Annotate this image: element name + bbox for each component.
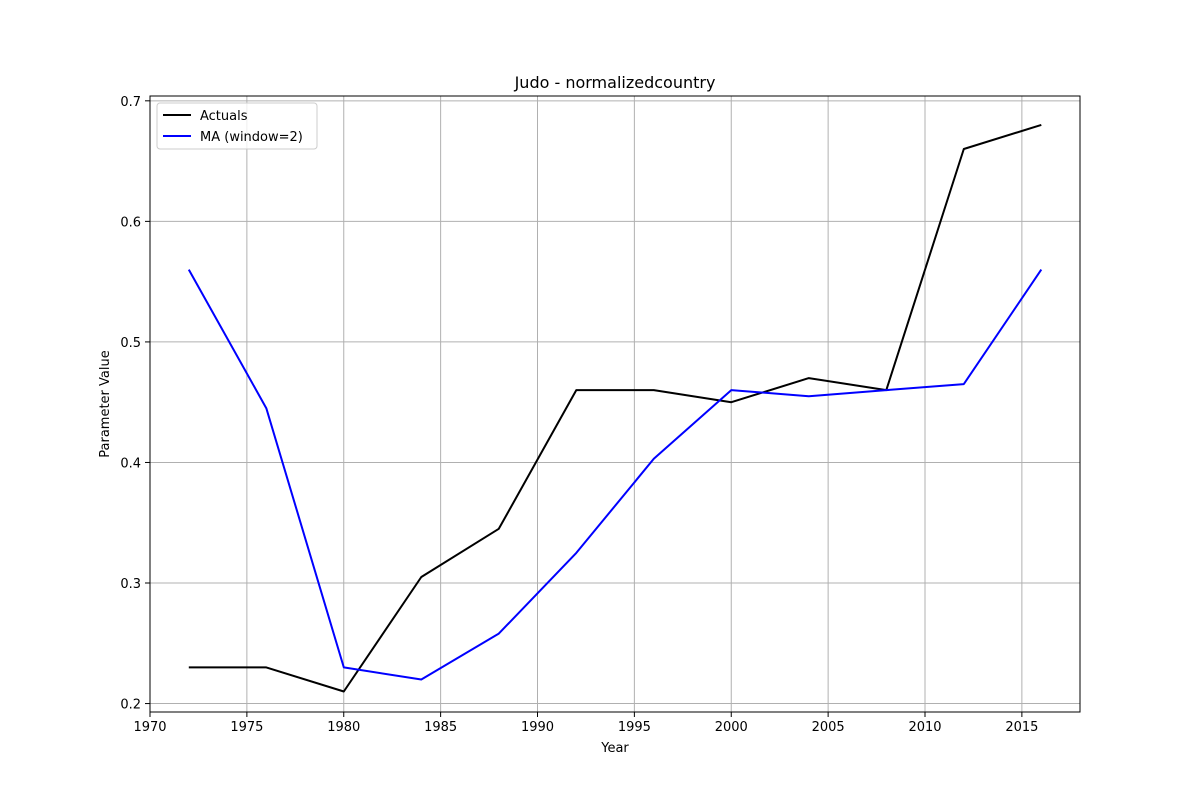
y-axis-ticks: 0.2 0.3 0.4 0.5 0.6 0.7 <box>120 95 150 713</box>
grid <box>149 96 1080 712</box>
series-line-1 <box>187 269 1043 681</box>
x-tick-label: 1995 <box>618 720 651 735</box>
y-tick-label: 0.5 <box>120 336 141 351</box>
x-tick-label: 1980 <box>327 720 360 735</box>
chart-title: Judo - normalizedcountry <box>514 73 716 92</box>
legend-label-1: MA (window=2) <box>200 130 303 145</box>
x-tick-label: 2015 <box>1005 720 1038 735</box>
x-tick-label: 1990 <box>521 720 554 735</box>
y-axis-label: Parameter Value <box>98 350 113 457</box>
y-tick-label: 0.3 <box>120 577 141 592</box>
x-tick-label: 2005 <box>812 720 845 735</box>
series-lines <box>187 123 1043 693</box>
plot-frame <box>149 95 1081 713</box>
y-tick-label: 0.2 <box>120 698 141 713</box>
legend-label-0: Actuals <box>200 109 248 124</box>
y-tick-label: 0.7 <box>120 95 141 110</box>
x-tick-label: 2010 <box>908 720 941 735</box>
x-tick-label: 2000 <box>715 720 748 735</box>
legend-box <box>156 102 318 150</box>
legend: Actuals MA (window=2) <box>156 102 318 150</box>
y-tick-label: 0.6 <box>120 215 141 230</box>
x-tick-label: 1985 <box>424 720 457 735</box>
x-axis-label: Year <box>600 741 629 756</box>
series-line-0 <box>188 123 1042 693</box>
y-tick-label: 0.4 <box>120 456 141 471</box>
x-axis-ticks: 1970 1975 1980 1985 1990 1995 2000 2005 2010 2015 <box>133 712 1038 735</box>
x-tick-label: 1970 <box>133 720 166 735</box>
x-tick-label: 1975 <box>230 720 263 735</box>
